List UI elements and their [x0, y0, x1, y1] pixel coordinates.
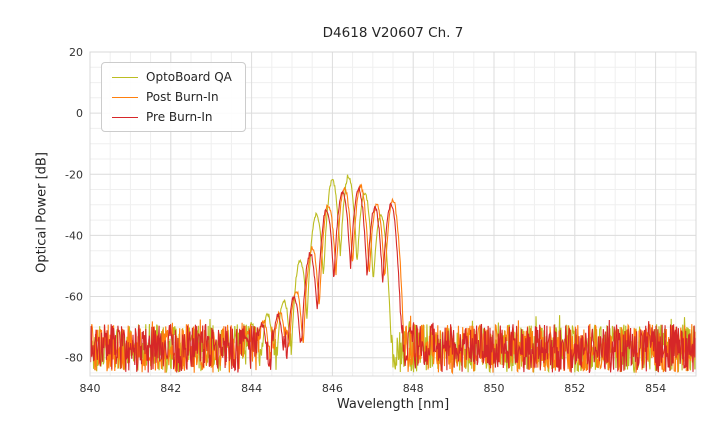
- legend-entry: Pre Burn-In: [112, 111, 232, 123]
- y-tick-label: -60: [65, 291, 83, 304]
- x-tick-label: 854: [645, 382, 666, 395]
- x-tick-label: 850: [484, 382, 505, 395]
- x-tick-label: 842: [160, 382, 181, 395]
- legend-entry: Post Burn-In: [112, 91, 232, 103]
- legend-label: Post Burn-In: [146, 90, 219, 104]
- legend-line-swatch: [112, 76, 138, 78]
- x-tick-label: 844: [241, 382, 262, 395]
- x-tick-label: 848: [403, 382, 424, 395]
- y-axis-label: Optical Power [dB]: [34, 152, 50, 273]
- y-tick-labels: 20 0 -20 -40 -60 -80: [65, 46, 83, 365]
- y-tick-label: -20: [65, 168, 83, 181]
- legend-line-swatch: [112, 116, 138, 118]
- x-tick-labels: 840 842 844 846 848 850 852 854: [80, 382, 667, 395]
- x-tick-label: 846: [322, 382, 343, 395]
- chart-title: D4618 V20607 Ch. 7: [322, 25, 464, 41]
- legend-line-swatch: [112, 96, 138, 98]
- legend-entry: OptoBoard QA: [112, 71, 232, 83]
- plot-border: [89, 51, 697, 377]
- legend: OptoBoard QA Post Burn-In Pre Burn-In: [101, 62, 246, 132]
- y-tick-label: -40: [65, 229, 83, 242]
- x-tick-label: 852: [564, 382, 585, 395]
- x-tick-label: 840: [80, 382, 101, 395]
- legend-label: Pre Burn-In: [146, 110, 213, 124]
- y-tick-label: 0: [76, 107, 83, 120]
- y-tick-label: 20: [69, 46, 83, 59]
- series-lines: [90, 174, 696, 375]
- legend-label: OptoBoard QA: [146, 70, 232, 84]
- y-tick-label: -80: [65, 352, 83, 365]
- x-axis-label: Wavelength [nm]: [336, 397, 450, 412]
- series-pre-burn-in: [90, 185, 696, 373]
